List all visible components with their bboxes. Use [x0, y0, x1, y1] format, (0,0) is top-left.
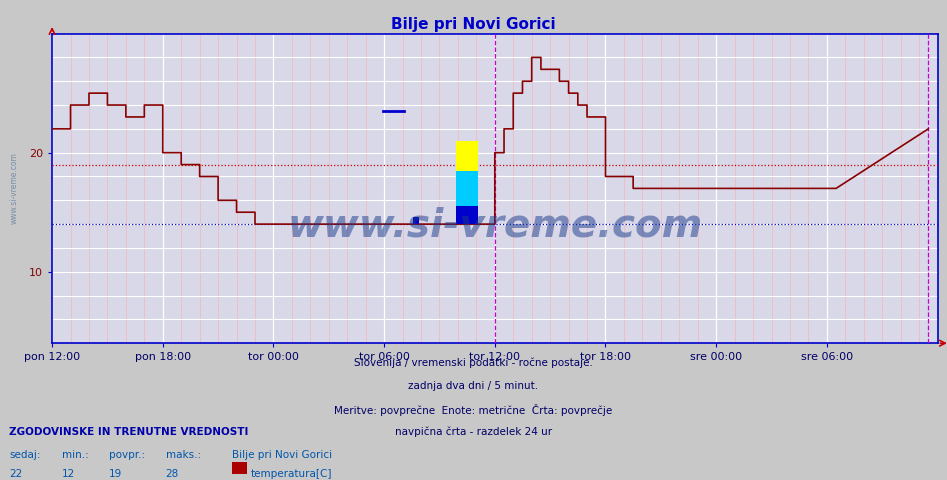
Text: 19: 19: [109, 469, 122, 480]
Text: Slovenija / vremenski podatki - ročne postaje.: Slovenija / vremenski podatki - ročne po…: [354, 358, 593, 368]
Text: temperatura[C]: temperatura[C]: [251, 469, 332, 480]
Text: Bilje pri Novi Gorici: Bilje pri Novi Gorici: [232, 450, 332, 460]
Text: zadnja dva dni / 5 minut.: zadnja dva dni / 5 minut.: [408, 381, 539, 391]
Text: povpr.:: povpr.:: [109, 450, 145, 460]
Bar: [456, 141, 478, 170]
Text: maks.:: maks.:: [166, 450, 201, 460]
Text: 28: 28: [166, 469, 179, 480]
Text: navpična črta - razdelek 24 ur: navpična črta - razdelek 24 ur: [395, 427, 552, 437]
Text: www.si-vreme.com: www.si-vreme.com: [287, 206, 703, 244]
Text: sedaj:: sedaj:: [9, 450, 41, 460]
Text: www.si-vreme.com: www.si-vreme.com: [9, 153, 19, 224]
Bar: [413, 217, 420, 224]
Text: 22: 22: [9, 469, 23, 480]
Text: Meritve: povprečne  Enote: metrične  Črta: povprečje: Meritve: povprečne Enote: metrične Črta:…: [334, 404, 613, 416]
Text: ZGODOVINSKE IN TRENUTNE VREDNOSTI: ZGODOVINSKE IN TRENUTNE VREDNOSTI: [9, 427, 249, 437]
Text: min.:: min.:: [62, 450, 88, 460]
Text: Bilje pri Novi Gorici: Bilje pri Novi Gorici: [391, 17, 556, 32]
Bar: [456, 206, 478, 224]
Bar: [456, 170, 478, 206]
Text: 12: 12: [62, 469, 75, 480]
